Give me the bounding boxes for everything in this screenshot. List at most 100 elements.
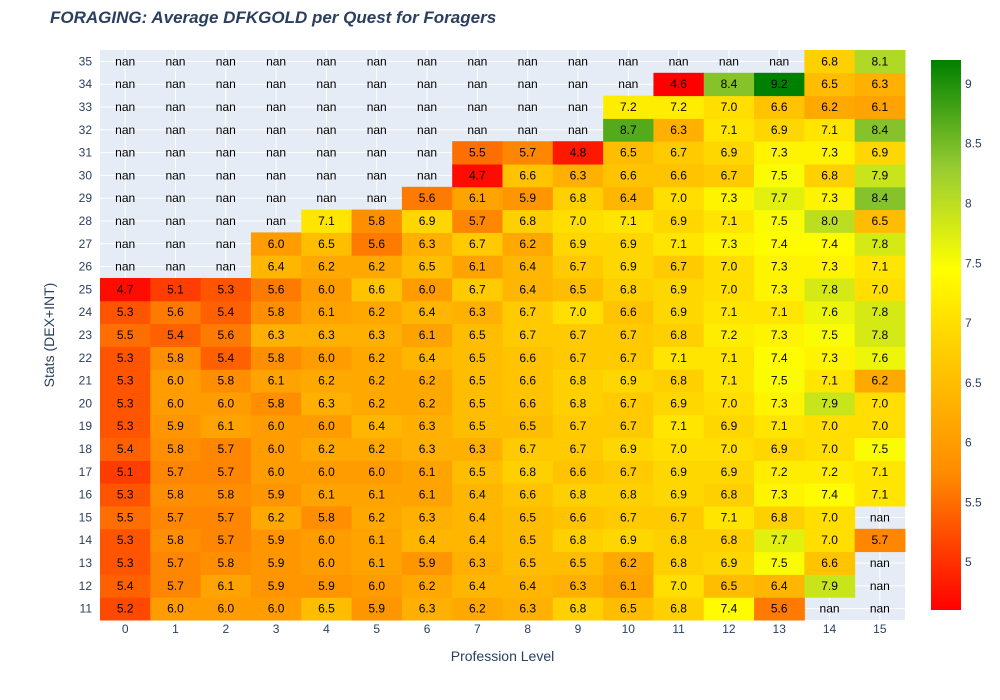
- heatmap-cell: [401, 483, 453, 507]
- cell-label: 6.9: [620, 237, 637, 251]
- cell-label: 6.9: [721, 556, 738, 570]
- cell-label: 5.3: [117, 556, 134, 570]
- cell-label: 7.6: [821, 305, 838, 319]
- cell-label: 6.0: [318, 465, 335, 479]
- heatmap-cell: [351, 232, 403, 256]
- cell-label: 7.5: [872, 442, 889, 456]
- heatmap-cell: [703, 597, 755, 621]
- y-axis-ticks: 11 12 13 14 15 16 17 18 19 20 21 22 23 24 25 26 27 28 29 30…: [79, 54, 93, 615]
- heatmap-cell: [401, 300, 453, 325]
- cell-label: nan: [216, 260, 236, 274]
- cell-label: nan: [518, 77, 538, 91]
- cell-label: 6.0: [268, 237, 285, 251]
- cell-label: 6.8: [620, 282, 637, 296]
- cell-label: 6.8: [721, 533, 738, 547]
- colorbar-tick-label: 5: [965, 555, 972, 569]
- cell-label: 5.9: [268, 556, 285, 570]
- cell-label: 6.3: [419, 510, 436, 524]
- heatmap-cell: [552, 209, 604, 233]
- cell-label: nan: [165, 214, 185, 228]
- cell-label: 6.5: [469, 351, 486, 365]
- cell-label: 5.5: [117, 328, 134, 342]
- heatmap-cell: [754, 255, 805, 279]
- heatmap-cell: [804, 551, 856, 575]
- y-tick-label: 11: [80, 602, 93, 616]
- cell-label: 6.6: [771, 100, 788, 114]
- cell-label: nan: [115, 146, 135, 160]
- x-tick-label: 3: [273, 622, 280, 636]
- heatmap-cell: [351, 414, 403, 439]
- cell-label: 6.1: [217, 579, 234, 593]
- heatmap-cell: [754, 574, 805, 598]
- x-axis-title: Profession Level: [451, 648, 555, 664]
- heatmap-cell: [653, 369, 705, 393]
- cell-label: 7.1: [821, 123, 838, 137]
- cell-label: 7.9: [821, 579, 838, 593]
- heatmap-cell: [854, 392, 906, 416]
- cell-label: 5.7: [469, 214, 486, 228]
- y-tick-label: 33: [79, 100, 93, 114]
- heatmap-cell: [804, 528, 856, 553]
- cell-label: 5.9: [519, 191, 536, 205]
- cell-label: nan: [417, 77, 437, 91]
- heatmap-cell: [653, 186, 705, 211]
- heatmap-cell: [603, 95, 654, 119]
- y-tick-label: 18: [79, 442, 93, 456]
- cell-label: 7.3: [721, 191, 738, 205]
- heatmap-cell: [401, 506, 453, 530]
- heatmap-cell: [502, 574, 554, 598]
- heatmap-cell: [401, 392, 453, 416]
- cell-label: 7.1: [721, 214, 738, 228]
- cell-label: 6.2: [872, 374, 889, 388]
- heatmap-cell: [502, 528, 554, 553]
- heatmap-cell: [250, 323, 302, 347]
- heatmap-cell: [452, 392, 503, 416]
- x-tick-label: 10: [622, 622, 636, 636]
- cell-label: 6.2: [368, 396, 385, 410]
- cell-label: 6.1: [419, 488, 436, 502]
- colorbar-tick-label: 9: [965, 77, 972, 91]
- cell-label: nan: [266, 168, 286, 182]
- x-tick-label: 8: [524, 622, 531, 636]
- cell-label: nan: [367, 146, 387, 160]
- heatmap-cell: [754, 483, 805, 507]
- cell-label: 6.4: [469, 510, 486, 524]
- heatmap-cell: [100, 392, 151, 416]
- heatmap-cell: [100, 574, 151, 598]
- cell-label: 6.9: [670, 488, 687, 502]
- cell-label: nan: [316, 54, 336, 68]
- heatmap-cell: [452, 369, 503, 393]
- cell-label: 7.3: [771, 488, 788, 502]
- heatmap-cell: [452, 483, 503, 507]
- cell-label: 6.1: [318, 488, 335, 502]
- heatmap-cell: [150, 551, 202, 575]
- cell-label: 7.8: [872, 305, 889, 319]
- heatmap-cell: [301, 574, 353, 598]
- heatmap-cell: [401, 597, 453, 621]
- cell-label: 5.6: [167, 305, 184, 319]
- cell-label: nan: [568, 123, 588, 137]
- heatmap-cell: [653, 232, 705, 256]
- cell-label: 6.3: [469, 556, 486, 570]
- heatmap-cell: [653, 483, 705, 507]
- cell-label: 6.1: [217, 419, 234, 433]
- cell-label: nan: [417, 100, 437, 114]
- cell-label: nan: [467, 77, 487, 91]
- cell-label: 6.9: [419, 214, 436, 228]
- y-tick-label: 27: [79, 237, 93, 251]
- cell-label: 6.7: [620, 396, 637, 410]
- heatmap-cell: [754, 300, 805, 325]
- cell-label: 4.8: [570, 146, 587, 160]
- cell-label: 7.1: [721, 351, 738, 365]
- heatmap-cell: [401, 528, 453, 553]
- heatmap-cell: [703, 551, 755, 575]
- heatmap-cell: [804, 186, 856, 211]
- cell-label: 6.7: [620, 419, 637, 433]
- x-tick-label: 7: [474, 622, 481, 636]
- cell-label: 5.4: [117, 442, 134, 456]
- cell-label: 6.9: [670, 214, 687, 228]
- cell-label: 6.7: [469, 237, 486, 251]
- cell-label: nan: [216, 146, 236, 160]
- cell-label: 6.8: [771, 510, 788, 524]
- cell-label: 6.3: [570, 579, 587, 593]
